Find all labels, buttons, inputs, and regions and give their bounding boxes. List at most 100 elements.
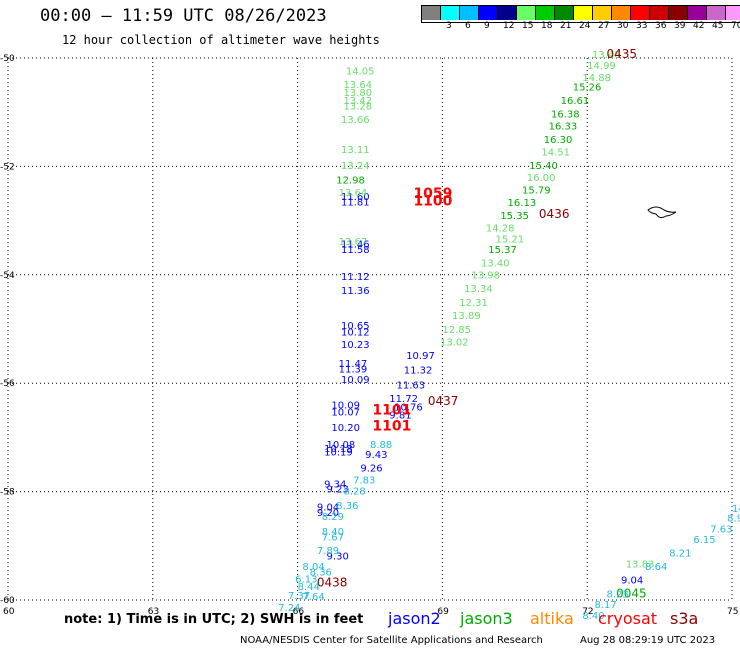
legend-swatch [593,6,612,20]
satellite-label-cryosat: cryosat [598,609,658,628]
wave-height-label: 10.07 [331,408,360,419]
wave-height-label: 11.63 [397,381,426,392]
wave-height-label: 11.46 [341,240,370,251]
legend-tick-label: 9 [484,21,490,31]
wave-height-label: 9.26 [360,464,382,475]
pass-time-label: 0437 [428,394,459,408]
wave-height-label: 6.13 [295,575,317,586]
wave-height-label: 12.85 [442,325,471,336]
wave-height-label: 8.88 [370,440,392,451]
x-tick-label: 72 [582,607,593,617]
legend-swatch [479,6,498,20]
legend-swatch [669,6,688,20]
y-tick-label: -54 [0,271,15,281]
footer-timestamp: Aug 28 08:29:19 UTC 2023 [580,635,716,646]
wave-height-label: 14.88 [582,73,611,84]
wave-height-label: 8.44 [298,582,320,593]
pass-time-label: 1059 [413,186,452,202]
wave-height-label: 13.02 [440,337,469,348]
chart-title: 00:00 – 11:59 UTC 08/26/2023 [40,6,327,26]
wave-height-label: 7.67 [322,532,344,543]
legend-swatch [688,6,707,20]
wave-height-label: 8.40 [582,611,604,622]
wave-height-label: 8.17 [594,600,616,611]
wave-height-label: 10.09 [331,401,360,412]
wave-height-label: 11.72 [389,394,418,405]
wave-height-label: 13.42 [343,96,372,107]
wave-height-label: 7.89 [317,546,339,557]
units-note: note: 1) Time is in UTC; 2) SWH is in fe… [64,612,364,627]
wave-height-label: 15.37 [488,245,517,256]
wave-height-label: 10.97 [406,351,435,362]
x-tick-label: 66 [293,607,305,617]
satellite-label-altika: altika [530,609,574,628]
wave-height-label: 8.23 [607,589,629,600]
x-tick-label: 63 [148,607,159,617]
legend-tick-label: 3 [446,21,452,31]
pass-time-label: 0045 [616,586,647,600]
y-tick-label: -58 [0,488,15,498]
wave-height-label: 15.40 [529,161,558,172]
wave-height-label: 11.58 [341,245,370,256]
pass-time-label: 0438 [317,575,348,589]
color-legend [421,5,740,23]
wave-height-label: 7.24 [278,603,300,614]
legend-swatch [574,6,593,20]
wave-height-label: 14.51 [541,148,570,159]
wave-height-label: 7.63 [710,524,732,535]
wave-height-label: 8.36 [336,501,358,512]
wave-height-label: 11.32 [404,365,433,376]
wave-height-label: 9.04 [621,576,643,587]
wave-height-label: 10.18 [324,444,353,455]
wave-height-label: 7.37 [288,591,310,602]
y-tick-label: -52 [0,162,15,172]
legend-swatch [498,6,517,20]
legend-tick-label: 36 [655,21,667,31]
wave-height-label: 14.05 [346,66,375,77]
wave-height-label: 10.09 [341,375,370,386]
legend-swatch [460,6,479,20]
legend-tick-label: 42 [693,21,705,31]
wave-height-label: 16.38 [551,110,580,121]
wave-height-label: 13.40 [481,259,510,270]
wave-height-label: 16.33 [549,122,578,133]
wave-height-label: 16.30 [544,135,573,146]
wave-height-label: 11.12 [341,272,370,283]
pass-time-label: 1101 [372,418,411,434]
legend-tick-label: 70 [731,21,740,31]
wave-height-label: 8.28 [343,486,365,497]
pass-time-label: 0435 [607,47,638,61]
wave-height-label: 13.80 [343,88,372,99]
wave-height-label: 7.64 [302,592,324,603]
legend-tick-label: 12 [503,21,515,31]
wave-height-label: 10.65 [341,321,370,332]
wave-height-label: 10.12 [341,328,370,339]
wave-height-label: 8.21 [669,549,691,560]
satellite-label-s3a: s3a [670,609,699,628]
wave-height-label: 11.81 [341,197,370,208]
pass-time-label: 1100 [413,193,452,209]
wave-height-label: 16.00 [527,173,556,184]
legend-swatch [441,6,460,20]
wave-height-label: 15.26 [573,83,602,94]
wave-height-label: 15.21 [495,234,524,245]
wave-height-label: 11.39 [339,364,368,375]
legend-swatch [726,6,740,20]
wave-height-label: 9.34 [324,479,346,490]
y-tick-label: -56 [0,379,15,389]
y-tick-label: -50 [0,54,15,64]
wave-height-label: 9.43 [365,450,387,461]
wave-height-label: 7.83 [353,475,375,486]
wave-height-label: 16.13 [508,198,537,209]
legend-tick-label: 39 [674,21,686,31]
wave-height-label: 11.47 [339,359,368,370]
legend-tick-label: 15 [522,21,534,31]
legend-tick-label: 27 [598,21,610,31]
legend-swatch [612,6,631,20]
wave-height-label: 9.23 [327,485,349,496]
chart-subtitle: 12 hour collection of altimeter wave hei… [62,33,380,47]
wave-height-label: 6.15 [693,535,715,546]
satellite-label-jason3: jason3 [460,609,513,628]
wave-height-label: 9.04 [317,503,339,514]
